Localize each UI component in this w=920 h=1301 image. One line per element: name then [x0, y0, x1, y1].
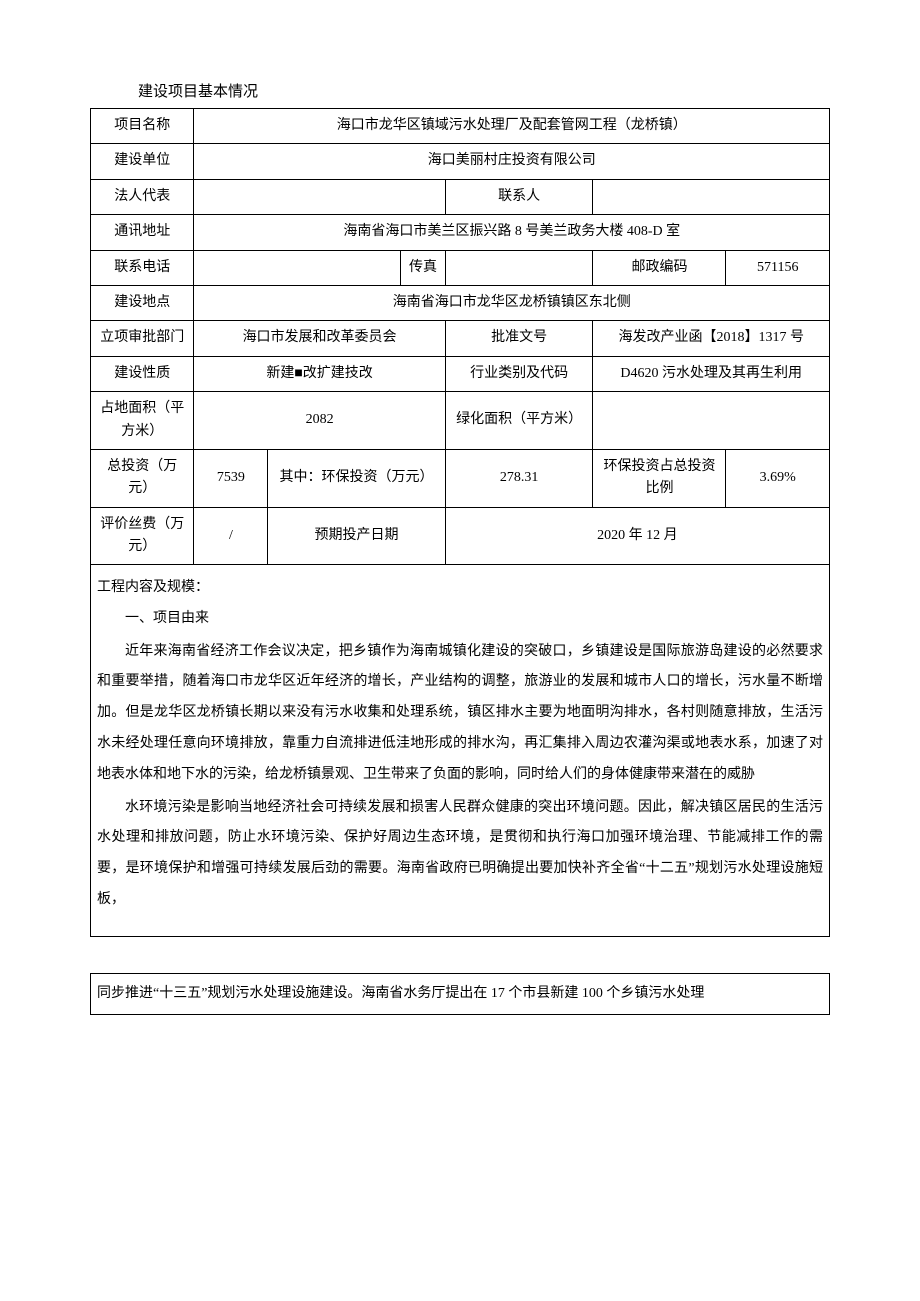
footer-text: 同步推进“十三五”规划污水处理设施建设。海南省水务厅提出在 17 个市县新建 1… [97, 986, 704, 1001]
value-land-area: 2082 [194, 392, 445, 450]
label-contact: 联系人 [445, 179, 593, 214]
paragraph: 水环境污染是影响当地经济社会可持续发展和损害人民群众健康的突出环境问题。因此，解… [97, 793, 823, 916]
page-title: 建设项目基本情况 [90, 80, 830, 104]
value-address: 海南省海口市美兰区振兴路 8 号美兰政务大楼 408-D 室 [194, 215, 830, 250]
table-row: 法人代表 联系人 [91, 179, 830, 214]
table-row: 联系电话 传真 邮政编码 571156 [91, 250, 830, 285]
table-row: 通讯地址 海南省海口市美兰区振兴路 8 号美兰政务大楼 408-D 室 [91, 215, 830, 250]
value-eval-fee: / [194, 507, 268, 565]
value-env-invest: 278.31 [445, 449, 593, 507]
label-eval-fee: 评价丝费（万元） [91, 507, 194, 565]
label-land-area: 占地面积（平方米） [91, 392, 194, 450]
label-green-area: 绿化面积（平方米） [445, 392, 593, 450]
label-env-ratio: 环保投资占总投资比例 [593, 449, 726, 507]
label-location: 建设地点 [91, 285, 194, 320]
label-legal-rep: 法人代表 [91, 179, 194, 214]
value-green-area [593, 392, 830, 450]
value-env-ratio: 3.69% [726, 449, 830, 507]
table-row: 评价丝费（万元） / 预期投产日期 2020 年 12 月 [91, 507, 830, 565]
table-row: 建设地点 海南省海口市龙华区龙桥镇镇区东北侧 [91, 285, 830, 320]
content-heading: 工程内容及规模： [97, 577, 823, 599]
footer-section: 同步推进“十三五”规划污水处理设施建设。海南省水务厅提出在 17 个市县新建 1… [90, 973, 830, 1015]
table-row: 建设单位 海口美丽村庄投资有限公司 [91, 144, 830, 179]
label-build-nature: 建设性质 [91, 356, 194, 391]
value-total-invest: 7539 [194, 449, 268, 507]
value-fax [445, 250, 593, 285]
label-phone: 联系电话 [91, 250, 194, 285]
value-location: 海南省海口市龙华区龙桥镇镇区东北侧 [194, 285, 830, 320]
value-project-name: 海口市龙华区镇域污水处理厂及配套管网工程（龙桥镇） [194, 109, 830, 144]
label-production-date: 预期投产日期 [268, 507, 445, 565]
table-row: 立项审批部门 海口市发展和改革委员会 批准文号 海发改产业函【2018】1317… [91, 321, 830, 356]
label-project-name: 项目名称 [91, 109, 194, 144]
value-industry-code: D4620 污水处理及其再生利用 [593, 356, 830, 391]
paragraph: 近年来海南省经济工作会议决定，把乡镇作为海南城镇化建设的突破口，乡镇建设是国际旅… [97, 637, 823, 791]
label-industry-code: 行业类别及代码 [445, 356, 593, 391]
content-section: 工程内容及规模： 一、项目由来 近年来海南省经济工作会议决定，把乡镇作为海南城镇… [90, 565, 830, 936]
section-title: 一、项目由来 [97, 604, 823, 635]
label-env-invest: 其中：环保投资（万元） [268, 449, 445, 507]
label-approval-dept: 立项审批部门 [91, 321, 194, 356]
value-approval-no: 海发改产业函【2018】1317 号 [593, 321, 830, 356]
value-build-nature: 新建■改扩建技改 [194, 356, 445, 391]
label-build-unit: 建设单位 [91, 144, 194, 179]
value-production-date: 2020 年 12 月 [445, 507, 829, 565]
table-row: 总投资（万元） 7539 其中：环保投资（万元） 278.31 环保投资占总投资… [91, 449, 830, 507]
table-row: 占地面积（平方米） 2082 绿化面积（平方米） [91, 392, 830, 450]
value-build-unit: 海口美丽村庄投资有限公司 [194, 144, 830, 179]
value-legal-rep [194, 179, 445, 214]
label-approval-no: 批准文号 [445, 321, 593, 356]
label-total-invest: 总投资（万元） [91, 449, 194, 507]
label-fax: 传真 [401, 250, 445, 285]
value-approval-dept: 海口市发展和改革委员会 [194, 321, 445, 356]
value-contact [593, 179, 830, 214]
table-row: 建设性质 新建■改扩建技改 行业类别及代码 D4620 污水处理及其再生利用 [91, 356, 830, 391]
label-address: 通讯地址 [91, 215, 194, 250]
value-postcode: 571156 [726, 250, 830, 285]
project-info-table: 项目名称 海口市龙华区镇域污水处理厂及配套管网工程（龙桥镇） 建设单位 海口美丽… [90, 108, 830, 565]
table-row: 项目名称 海口市龙华区镇域污水处理厂及配套管网工程（龙桥镇） [91, 109, 830, 144]
value-phone [194, 250, 401, 285]
label-postcode: 邮政编码 [593, 250, 726, 285]
